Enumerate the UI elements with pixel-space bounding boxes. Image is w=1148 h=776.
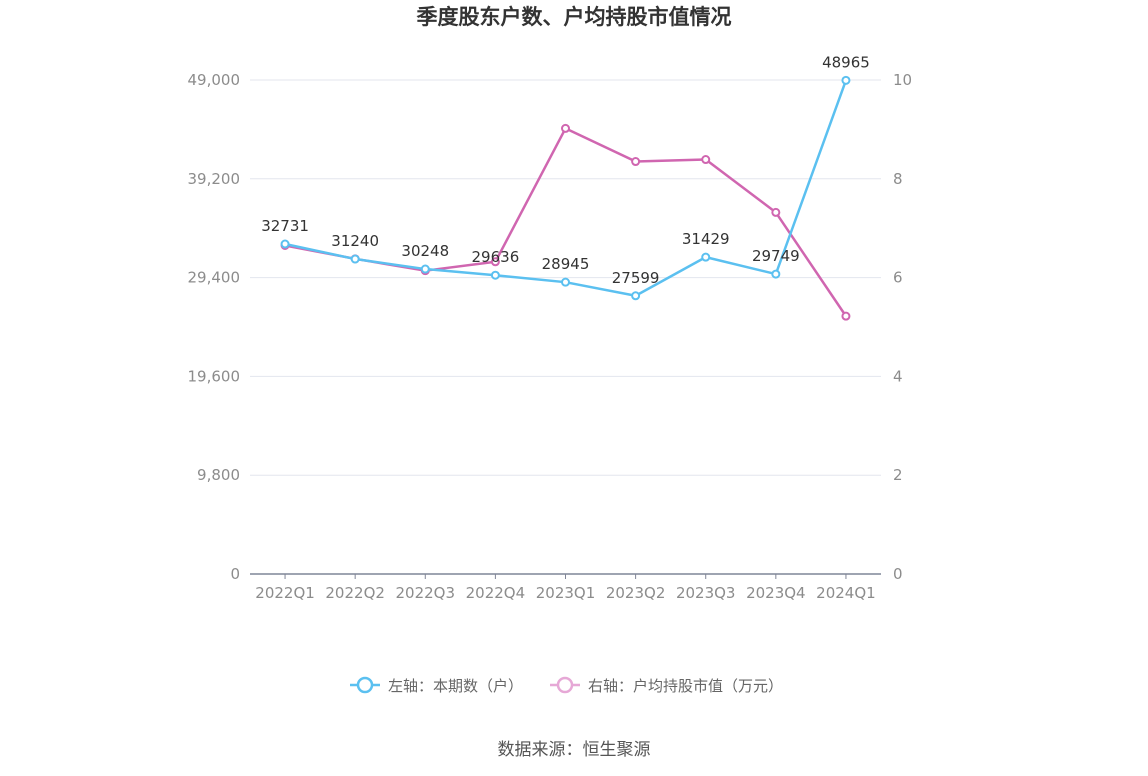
x-tick-label: 2023Q4 [746,584,806,602]
grid [250,79,881,476]
series-line-right [284,127,847,317]
chart-title: 季度股东户数、户均持股市值情况 [417,5,732,29]
data-label: 27599 [612,269,660,287]
y-left-tick-label: 39,200 [188,170,241,188]
x-tick-label: 2023Q2 [606,584,666,602]
legend[interactable]: 左轴：本期数（户） 右轴：户均持股市值（万元） [350,676,783,695]
legend-item-left[interactable]: 左轴：本期数（户） [350,676,523,695]
data-point-left [841,75,851,85]
data-label: 31240 [331,232,379,250]
data-label: 48965 [822,53,870,71]
data-point-left [490,270,500,280]
y-left-tick-label: 0 [230,565,240,583]
legend-item-right[interactable]: 右轴：户均持股市值（万元） [550,676,783,695]
x-tick-label: 2022Q3 [396,584,456,602]
y-right-tick-label: 8 [893,170,903,188]
x-tick-label: 2023Q3 [676,584,736,602]
x-tick-label: 2022Q2 [325,584,385,602]
x-tick-label: 2022Q1 [255,584,315,602]
y-left-tick-label: 29,400 [188,269,241,287]
data-point-right [841,311,851,321]
data-label: 30248 [401,242,449,260]
data-point-left [561,277,570,287]
data-point-right [631,157,641,167]
right-axis: 0 2 4 6 8 10 [893,71,912,583]
data-point-right [490,257,500,267]
y-right-tick-label: 6 [893,269,903,287]
data-label: 29636 [472,248,520,266]
data-point-right [561,123,570,133]
left-axis: 0 9,800 19,600 29,400 39,200 49,000 [188,71,241,583]
data-label: 28945 [542,255,590,273]
data-point-left [631,291,641,301]
data-label: 31429 [682,230,730,248]
data-point-left [350,254,360,264]
legend-label: 左轴：本期数（户） [388,677,523,695]
legend-marker [356,676,374,694]
y-right-tick-label: 0 [893,565,903,583]
y-left-tick-label: 49,000 [188,71,241,89]
y-left-tick-label: 19,600 [188,367,241,385]
y-right-tick-label: 10 [893,71,912,89]
series-layer [280,75,851,321]
x-tick-label: 2022Q4 [466,584,526,602]
legend-label: 右轴：户均持股市值（万元） [588,677,783,695]
source-note: 数据来源：恒生聚源 [498,740,651,760]
x-tick-label: 2024Q1 [816,584,876,602]
legend-marker [556,676,574,694]
x-axis: 2022Q1 2022Q2 2022Q3 2022Q4 2023Q1 2023Q2 2023… [250,573,881,602]
data-point-left [280,239,290,249]
data-labels: 32731 31240 30248 29636 28945 27599 31429 29749… [261,53,870,286]
x-tick-label: 2023Q1 [536,584,596,602]
y-right-tick-label: 4 [893,367,903,385]
data-point-left [771,269,781,279]
y-right-tick-label: 2 [893,466,903,484]
data-point-right [701,155,711,165]
data-point-right [771,207,781,217]
data-label: 29749 [752,247,800,265]
data-point-left [420,264,430,274]
data-label: 32731 [261,217,309,235]
y-left-tick-label: 9,800 [197,466,240,484]
data-point-left [701,252,711,262]
